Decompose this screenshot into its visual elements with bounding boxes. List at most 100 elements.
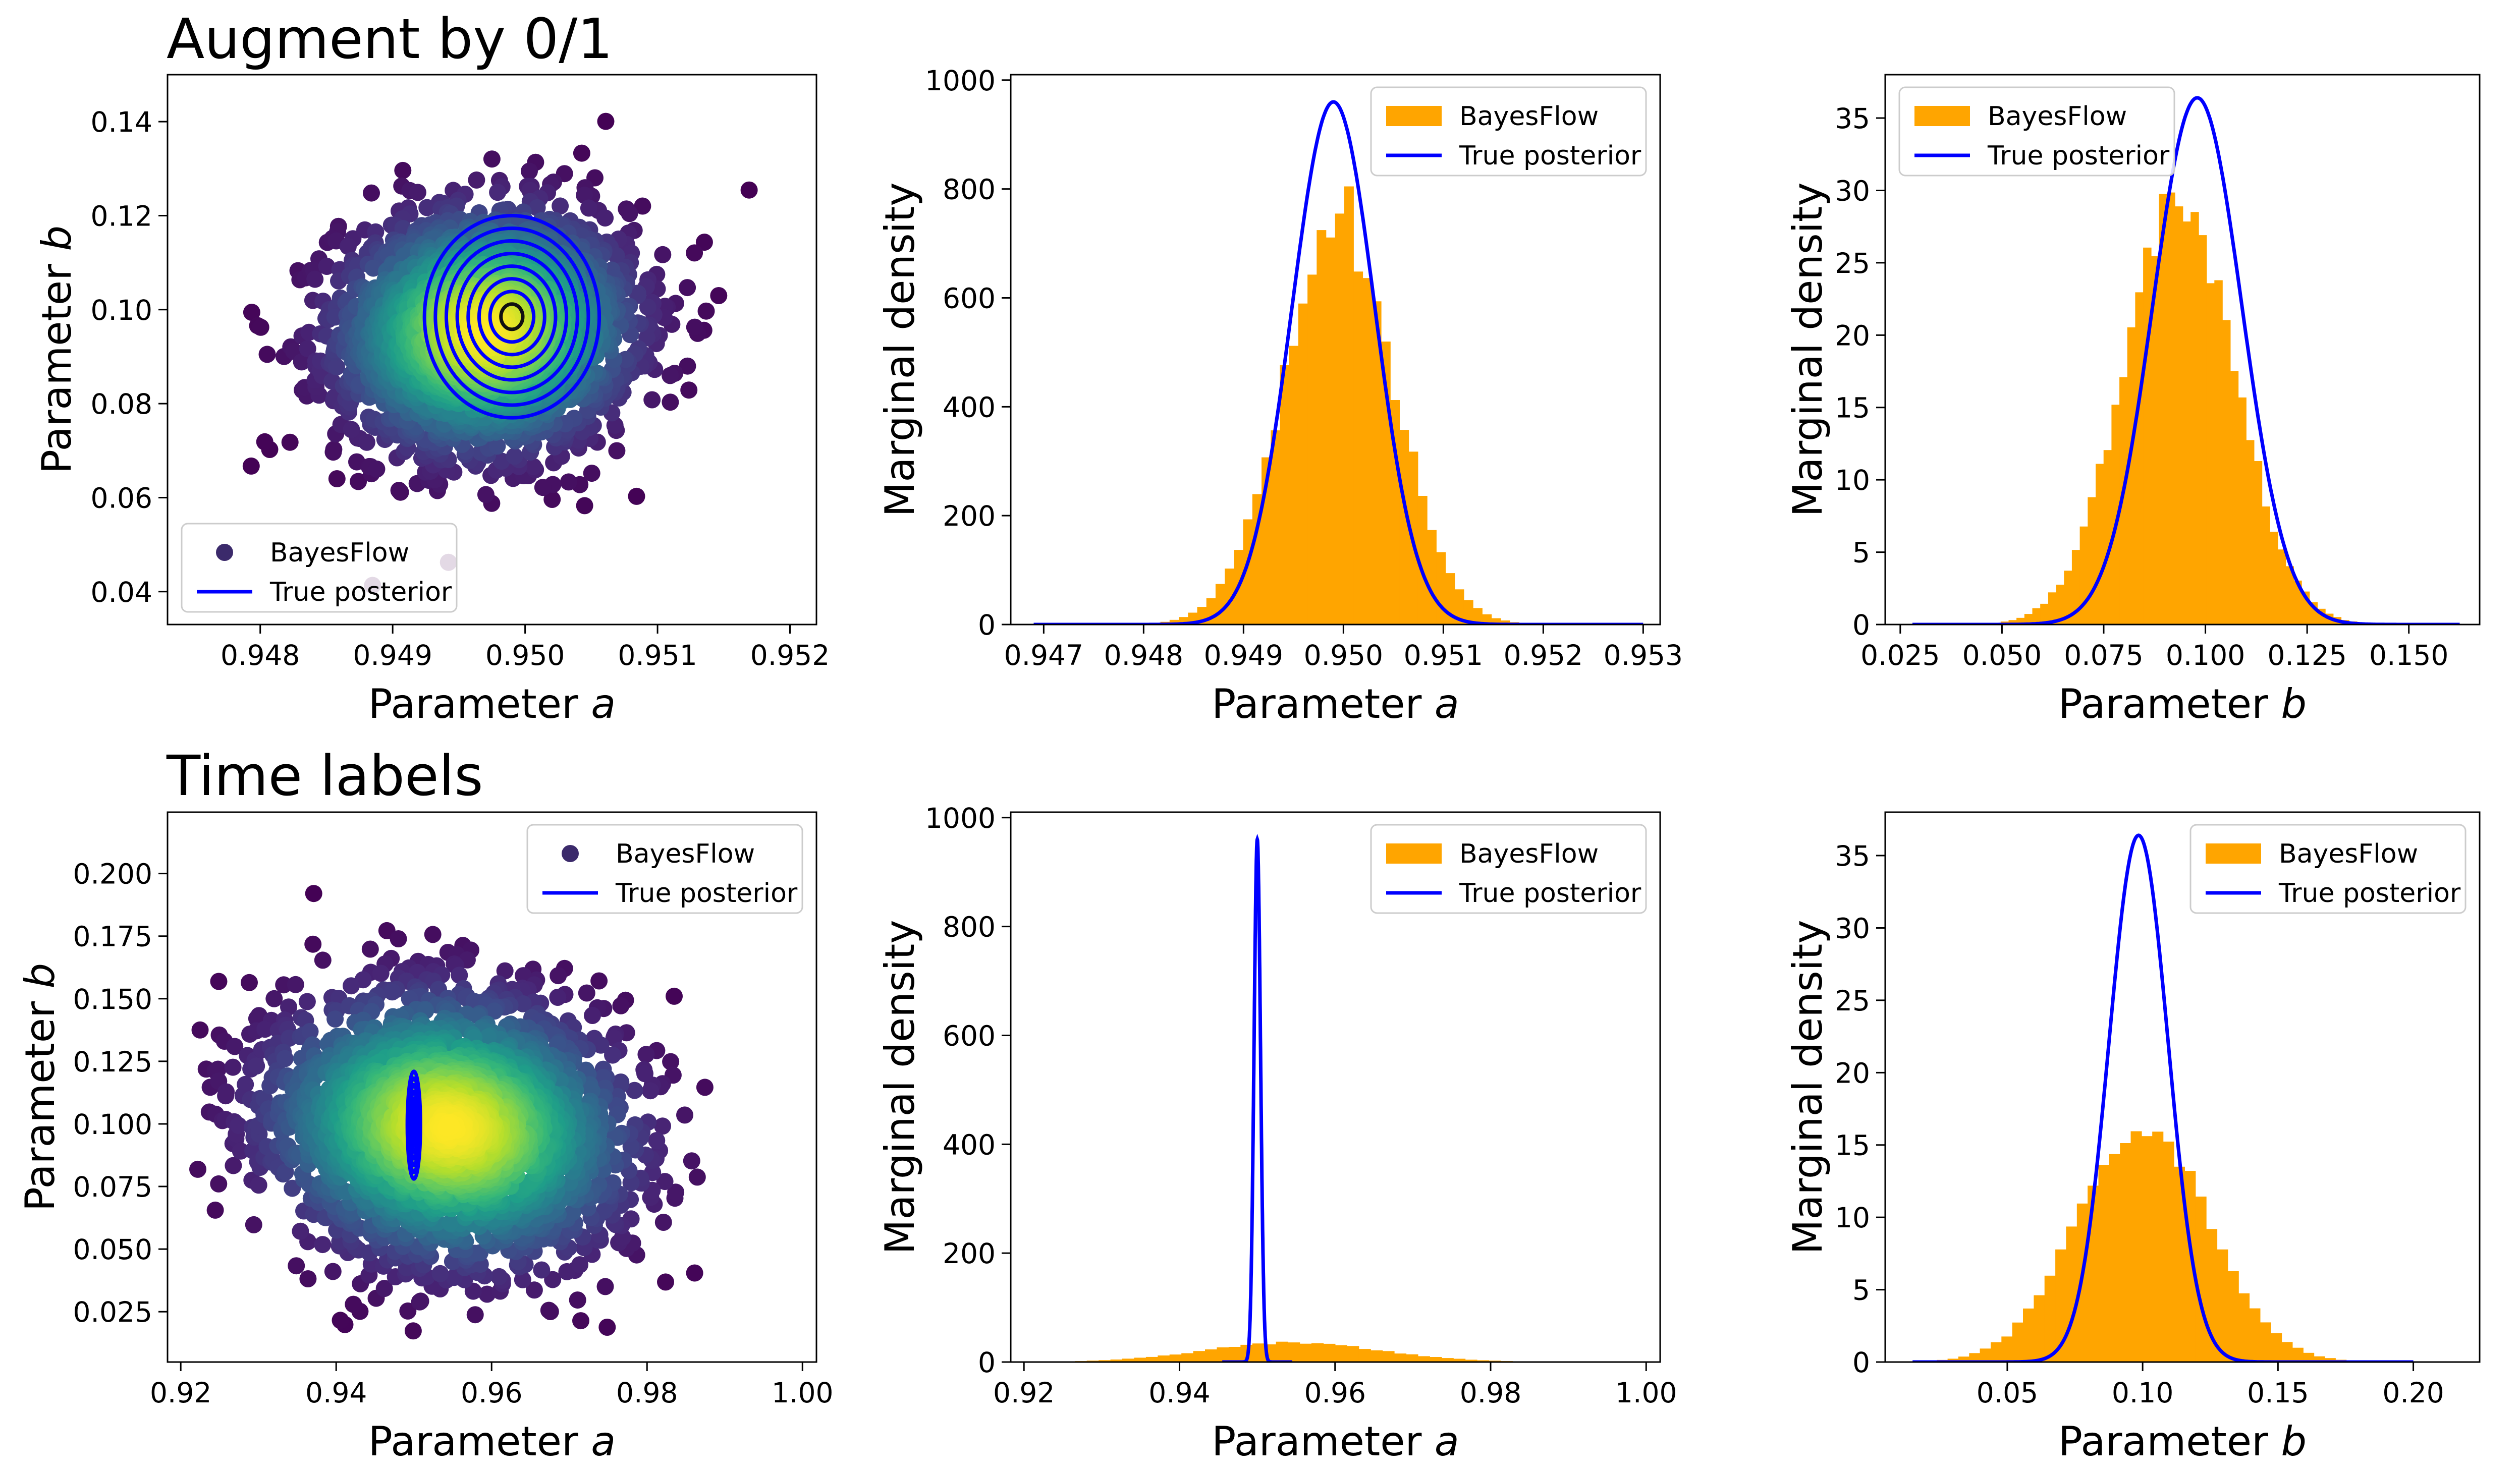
bayesflow-point [314, 951, 332, 969]
bayesflow-point [679, 357, 696, 375]
bayesflow-point [540, 1301, 558, 1319]
x-tick-label: 0.948 [1104, 639, 1183, 671]
histogram-bar [1335, 213, 1345, 625]
histogram-bar [2151, 256, 2160, 625]
bayesflow-point [368, 460, 386, 478]
bayesflow-point [496, 962, 514, 980]
histogram-bar [2096, 464, 2104, 625]
panel-1-0: 0.92 0.94 0.96 0.98 1.000.0250.0500.0750.100… [17, 811, 834, 1465]
panel-0-2: 0.025 0.050 0.075 0.100 0.125 0.1500510152025… [1784, 74, 2481, 727]
histogram-bar [2238, 397, 2247, 625]
bayesflow-point [256, 433, 273, 450]
bayesflow-point [241, 974, 258, 991]
row-title-time-labels: Time labels [167, 744, 483, 808]
bayesflow-point [237, 1075, 254, 1093]
histogram-bar [1417, 496, 1428, 625]
bayesflow-point [534, 479, 552, 496]
y-tick-label: 0.08 [91, 388, 152, 420]
histogram-bar [1326, 237, 1336, 625]
bayesflow-point [243, 304, 260, 321]
histogram-bar [2182, 221, 2191, 625]
bayesflow-point [299, 340, 316, 358]
bayesflow-point [558, 1263, 576, 1280]
histogram-bar [1252, 494, 1262, 625]
y-axis-label: Marginal density [1784, 182, 1831, 517]
histogram-bar [2230, 371, 2239, 625]
histogram-bar [1399, 430, 1409, 625]
histogram-bar [1271, 430, 1281, 625]
bayesflow-point [679, 279, 696, 297]
bayesflow-point [528, 199, 546, 216]
bayesflow-point [596, 1278, 614, 1295]
histogram-bar [1472, 608, 1483, 625]
histogram-bar [1500, 620, 1510, 625]
bayesflow-point [560, 473, 577, 491]
histogram-bar [2143, 247, 2152, 625]
x-tick-label: 0.050 [1962, 639, 2042, 671]
bayesflow-point [361, 940, 379, 958]
bayesflow-point [617, 351, 634, 368]
bayesflow-point [688, 1168, 706, 1186]
y-tick-label: 35 [1835, 102, 1870, 135]
bayesflow-point [590, 972, 608, 990]
true-posterior-contour [455, 252, 569, 382]
true-posterior-contour [477, 277, 546, 357]
histogram-bar [2174, 206, 2183, 625]
bayesflow-point [550, 967, 567, 985]
bayesflow-point [514, 995, 532, 1012]
bayesflow-point [343, 421, 360, 438]
bayesflow-point [242, 457, 260, 475]
histogram-bar [2222, 320, 2231, 625]
panel-0-1: 0.947 0.948 0.949 0.950 0.951 0.952 0.95302004… [876, 65, 1683, 727]
x-axis-label: Parameter a [368, 681, 616, 727]
bayesflow-point [525, 458, 542, 475]
bayesflow-point [576, 497, 593, 515]
bayesflow-point [608, 442, 626, 460]
panel-0-0: 0.948 0.949 0.950 0.951 0.9520.040.060.080.1… [33, 74, 830, 727]
bayesflow-point [621, 205, 638, 222]
bayesflow-point [394, 161, 412, 179]
x-tick-label: 0.948 [221, 639, 300, 671]
histogram-bar [1353, 271, 1363, 625]
bayesflow-point [489, 184, 507, 201]
bayesflow-point [626, 1082, 643, 1099]
y-tick-label: 20 [1835, 319, 1870, 352]
histogram-bar [1215, 584, 1225, 625]
histogram-bar [1454, 589, 1464, 625]
legend-label: BayesFlow [1988, 101, 2127, 132]
histogram-bar [1317, 230, 1327, 625]
bayesflow-point [578, 984, 595, 1002]
bayesflow-point [483, 150, 501, 168]
x-tick-label: 0.125 [2267, 639, 2346, 671]
bayesflow-point [245, 1216, 262, 1233]
bayesflow-point [710, 287, 728, 304]
histogram-bar [2190, 212, 2199, 625]
x-tick-label: 0.951 [618, 639, 697, 671]
legend-marker [216, 544, 233, 561]
bayesflow-point [399, 1302, 417, 1320]
x-tick-label: 0.025 [1860, 639, 1940, 671]
bayesflow-point [654, 1214, 672, 1231]
x-tick-label: 0.952 [750, 639, 830, 671]
bayesflow-point [580, 199, 597, 217]
true-posterior-contour [422, 213, 601, 420]
bayesflow-point [466, 1306, 484, 1324]
bayesflow-point [230, 1116, 247, 1134]
bayesflow-point [287, 976, 304, 993]
histogram-bar [2127, 327, 2136, 625]
y-tick-label: 0.12 [91, 200, 152, 232]
true-posterior-contour [488, 290, 536, 344]
plot-area [189, 885, 714, 1340]
histogram-bar [1243, 519, 1253, 625]
bayesflow-point [666, 987, 683, 1005]
true-posterior-contour [499, 302, 525, 331]
y-tick-label: 400 [943, 391, 996, 423]
bayesflow-point [654, 1117, 671, 1135]
bayesflow-point [492, 452, 510, 470]
bayesflow-point [226, 1038, 244, 1055]
bayesflow-point [581, 1080, 599, 1098]
histogram-bar [2064, 571, 2072, 625]
true-posterior-contour [444, 239, 579, 394]
